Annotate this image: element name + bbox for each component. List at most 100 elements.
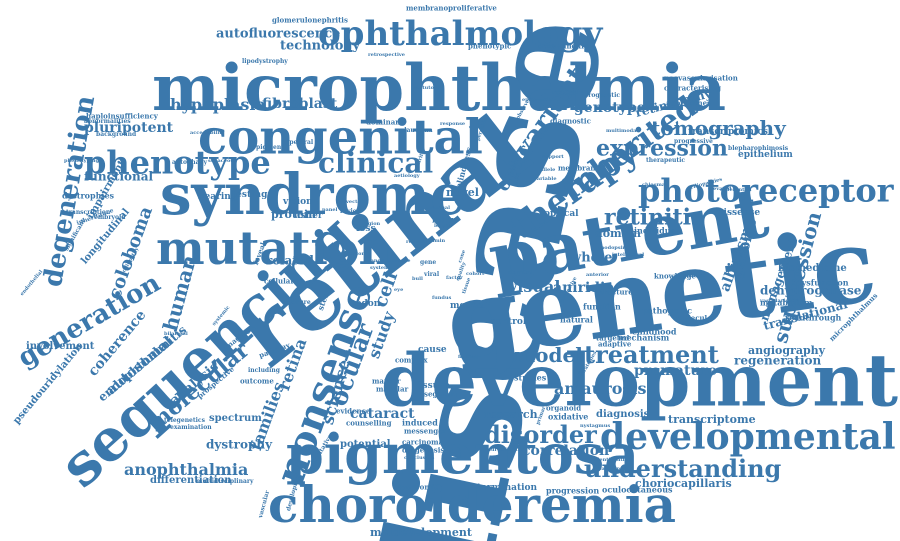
cloud-word: normal [430,205,451,211]
cloud-word: evidence [336,406,371,416]
cloud-word: organoid [546,403,582,413]
cloud-word: telegenetics [164,417,205,425]
cloud-word: hypoplasia [170,95,266,115]
cloud-word: cataract [350,405,415,422]
cloud-word: dysgenesis [402,445,445,455]
cloud-word: adaptive [598,339,632,349]
cloud-word: angiography [748,344,826,358]
cloud-word: pigmentosa [286,421,640,486]
cloud-word: autophagy [172,159,208,167]
cloud-word: cohort [466,271,485,277]
cloud-word: person [346,251,366,257]
cloud-word: phenotypic [468,41,512,51]
cloud-word: sebaceous [208,158,237,164]
cloud-word: blepharophimosis [728,145,789,153]
cloud-word: conclusion [404,455,435,461]
cloud-word: choroideremia [268,475,677,534]
cloud-word: retinitis [604,204,704,231]
cloud-word: intellectual [612,252,645,258]
cloud-word: pathogenic [642,305,693,316]
cloud-word: rescue [392,258,411,264]
cloud-word: factor [446,275,463,281]
cloud-word: length [434,223,453,229]
cloud-word: choriocapillaris [635,477,732,491]
cloud-word: rhodopsin [598,245,627,251]
cloud-word: pigment [256,144,284,152]
cloud-word: biomedicine [778,263,847,274]
cloud-word: aniridia [553,279,615,296]
cloud-word: aetiology [394,173,420,179]
cloud-word: research [484,408,538,422]
cloud-word: epigenetic [522,97,552,103]
cloud-word: vision [283,196,313,207]
cloud-word: clinical [318,146,434,180]
cloud-word: participant [598,466,630,472]
cloud-word: technology [280,38,361,54]
cloud-word: lipodystrophy [242,58,288,66]
cloud-word: functional [84,169,154,184]
cloud-word: segment [424,389,458,399]
cloud-word: structure [596,287,633,297]
cloud-word: leber [432,214,456,225]
cloud-word: testing [232,189,268,200]
cloud-word: variable [534,176,557,182]
cloud-word: support [542,154,564,160]
cloud-word: therapeutic [646,157,686,165]
cloud-word: vascularisation [760,298,803,304]
cloud-word: differential [720,187,752,193]
cloud-word: autofluorescence [216,26,341,42]
cloud-word: range [368,258,385,264]
cloud-word: accessibility [190,130,225,136]
cloud-word: novel [446,186,479,200]
cloud-word: phenotyping [64,158,100,164]
cloud-word: anophthalmia [124,460,249,480]
cloud-word: progression [546,485,600,496]
cloud-word: correlation [522,442,610,459]
cloud-word: glomerulonephritis [272,15,348,25]
cloud-word: usher [294,210,323,221]
cloud-word: retinoid [406,239,429,245]
cloud-word: fundus [432,295,452,301]
cloud-word: prognostic [584,92,620,100]
cloud-word: background [96,131,137,139]
cloud-word: optical [544,208,579,219]
cloud-word: marker [372,376,401,386]
cloud-word: control [490,316,527,327]
cloud-word: anterior [586,272,609,278]
cloud-word: domain [595,227,641,241]
cloud-word: counselling [346,418,392,428]
cloud-word: transcriptome [668,413,756,427]
cloud-word: panel [322,207,338,213]
cloud-word: photoreceptor [638,171,894,210]
cloud-word: elevated [708,186,732,192]
cloud-word: spectral [286,139,314,147]
cloud-word: fibroblast [262,95,338,112]
cloud-word: regeneration [734,353,822,368]
cloud-word: allele [540,167,556,173]
cloud-word: childhood [632,326,677,337]
cloud-word: viral [424,271,440,279]
cloud-word: fissure [416,380,450,391]
cloud-word: complex [395,355,428,365]
cloud-word: messenger [404,426,447,436]
cloud-word: system [370,265,390,271]
cloud-word: termination [477,482,538,493]
cloud-word: diagnosis [596,409,650,420]
cloud-word: corneal [508,269,534,277]
cloud-word: transcriptomics [688,126,768,137]
cloud-word: response [440,121,466,127]
cloud-word: haploinsufficiency [86,111,158,121]
cloud-word: spectrum [209,413,262,424]
cloud-word: pluripotent [84,119,174,136]
cloud-word: developmental [600,416,896,459]
cloud-word: premature [634,362,717,379]
cloud-word: mechanism [618,332,670,343]
cloud-word: cellular [264,276,295,286]
cloud-word: microphthalmia [152,50,727,126]
cloud-word: progressive [674,138,713,146]
cloud-word: gene [420,259,437,267]
cloud-word: syndrome [160,162,466,229]
cloud-word: dominant [366,117,404,127]
cloud-word: development [380,337,898,423]
